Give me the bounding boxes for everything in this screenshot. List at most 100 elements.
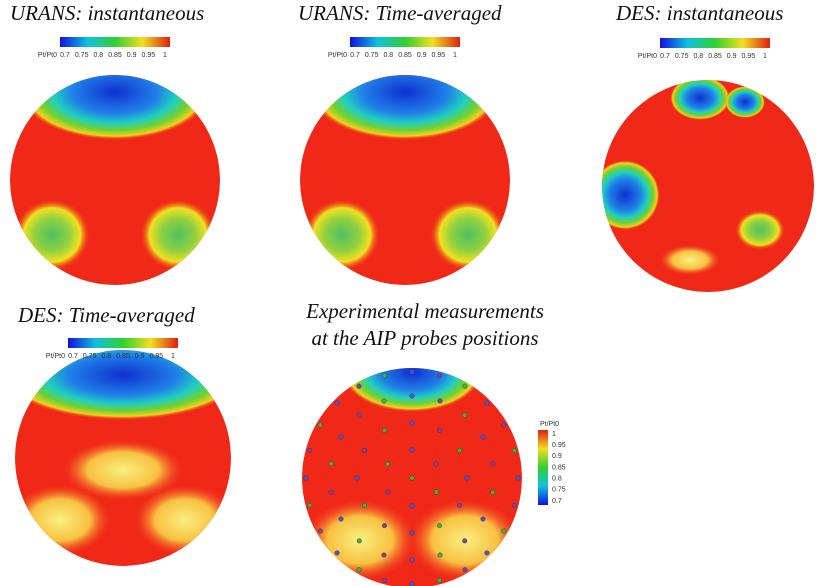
- probe: [410, 394, 415, 399]
- probe: [357, 539, 362, 544]
- probe: [463, 384, 468, 389]
- colorbar-label: Pt/Pt0: [540, 421, 559, 428]
- colorbar-tick: 0.85: [116, 353, 130, 360]
- probe: [485, 401, 490, 406]
- probe: [329, 461, 334, 466]
- probe: [434, 462, 439, 467]
- colorbar-tick: 0.95: [742, 53, 756, 60]
- contour-region: [735, 210, 785, 250]
- figure: URANS: instantaneousPt/Pt00.70.750.80.85…: [0, 0, 818, 586]
- colorbar-tick: 0.85: [708, 53, 722, 60]
- probe: [410, 531, 415, 536]
- colorbar-tick: 0.9: [552, 453, 562, 460]
- body: {"panels": [ {"title": ["URANS: instanta…: [0, 0, 818, 586]
- probe: [481, 435, 486, 440]
- colorbar-tick: 0.75: [675, 53, 689, 60]
- colorbar-tick: 0.85: [398, 52, 412, 59]
- probe: [382, 399, 387, 404]
- probe: [438, 399, 443, 404]
- colorbar: [68, 338, 178, 348]
- colorbar-tick: 0.95: [552, 442, 566, 449]
- colorbar-tick: 0.8: [93, 52, 103, 59]
- probe: [434, 490, 439, 495]
- probe: [382, 553, 387, 558]
- probe: [357, 384, 362, 389]
- probe: [385, 490, 390, 495]
- colorbar-tick: 0.95: [432, 52, 446, 59]
- probe: [410, 421, 415, 426]
- probe: [307, 448, 312, 453]
- probe: [318, 423, 323, 428]
- probe: [437, 428, 442, 433]
- probe: [318, 529, 323, 534]
- probe: [410, 476, 415, 481]
- colorbar-tick: 0.75: [552, 487, 566, 494]
- colorbar-tick: 0.9: [135, 353, 145, 360]
- contour-region: [670, 76, 730, 120]
- contour-map: [300, 44, 510, 285]
- probe: [410, 504, 415, 509]
- contour-region: [660, 245, 720, 275]
- contour-region: [304, 199, 380, 271]
- colorbar-tick: 0.8: [101, 353, 111, 360]
- probe: [410, 370, 415, 375]
- probe: [382, 428, 387, 433]
- colorbar-tick: 0.7: [552, 498, 562, 505]
- colorbar-tick: 0.95: [142, 52, 156, 59]
- contour-region: [140, 199, 216, 271]
- probe: [516, 476, 521, 481]
- contour-map: [10, 44, 220, 285]
- colorbar-tick: 0.7: [350, 52, 360, 59]
- panel-title: URANS: Time-averaged: [298, 1, 502, 25]
- panel-title: URANS: instantaneous: [10, 1, 204, 25]
- probe: [485, 551, 490, 556]
- probe: [410, 582, 415, 586]
- probe: [501, 423, 506, 428]
- colorbar-tick: 0.9: [727, 53, 737, 60]
- colorbar-tick: 0.8: [383, 52, 393, 59]
- colorbar-tick: 0.85: [108, 52, 122, 59]
- colorbar-tick: 1: [552, 431, 556, 438]
- probe: [339, 435, 344, 440]
- panel-title: at the AIP probes positions: [311, 326, 538, 350]
- colorbar-label: Pt/Pt0: [46, 353, 65, 360]
- colorbar-tick: 0.75: [75, 52, 89, 59]
- probe: [462, 413, 467, 418]
- probe: [512, 503, 517, 508]
- probe: [335, 401, 340, 406]
- contour-region: [430, 199, 506, 271]
- colorbar-tick: 0.8: [693, 53, 703, 60]
- probe: [501, 529, 506, 534]
- probe: [410, 448, 415, 453]
- probe: [382, 523, 387, 528]
- probe: [437, 578, 442, 583]
- colorbar: [60, 37, 170, 47]
- probe: [362, 448, 367, 453]
- probe: [410, 558, 415, 563]
- colorbar-tick: 1: [171, 353, 175, 360]
- probe: [329, 490, 334, 495]
- probe: [355, 476, 360, 481]
- colorbar-tick: 1: [763, 53, 767, 60]
- probe: [382, 578, 387, 583]
- colorbar-tick: 0.75: [365, 52, 379, 59]
- probe: [362, 503, 367, 508]
- probe: [437, 373, 442, 378]
- probe: [490, 490, 495, 495]
- contour-map: [3, 330, 243, 566]
- colorbar-tick: 0.7: [660, 53, 670, 60]
- colorbar-label: Pt/Pt0: [638, 53, 657, 60]
- contour-region: [14, 199, 90, 271]
- probe: [357, 413, 362, 418]
- colorbar-tick: 0.85: [552, 464, 566, 471]
- probe: [512, 448, 517, 453]
- colorbar-tick: 0.9: [417, 52, 427, 59]
- probe: [463, 567, 468, 572]
- colorbar: [538, 430, 548, 505]
- probe: [357, 567, 362, 572]
- probe: [465, 476, 470, 481]
- contour-map: [590, 76, 814, 292]
- colorbar-label: Pt/Pt0: [328, 52, 347, 59]
- contour-region: [63, 440, 183, 500]
- probe: [335, 551, 340, 556]
